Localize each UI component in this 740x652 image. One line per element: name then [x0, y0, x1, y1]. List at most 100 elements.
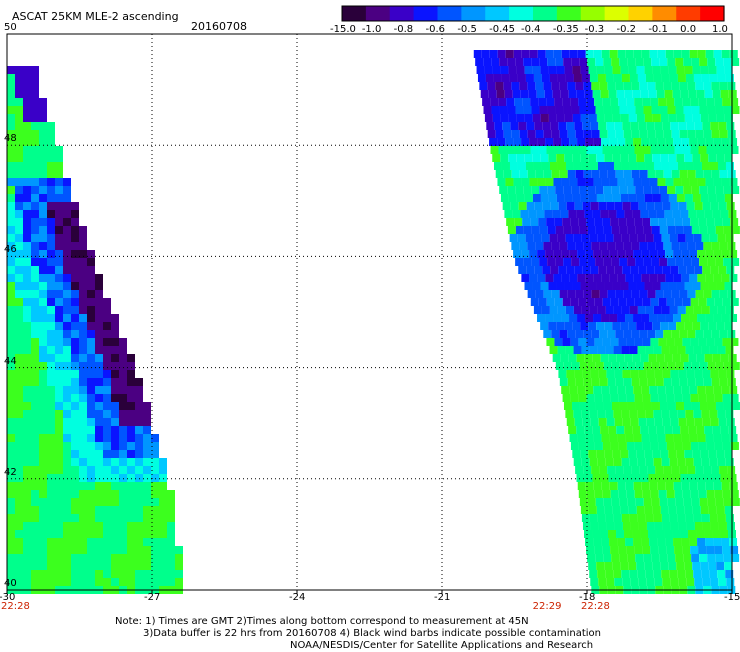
swath-cell — [63, 562, 71, 570]
swath-cell — [23, 154, 31, 162]
swath-cell — [660, 322, 668, 330]
swath-cell — [687, 242, 695, 250]
swath-cell — [119, 482, 127, 490]
swath-cell — [39, 266, 47, 274]
swath-cell — [679, 82, 687, 90]
swath-cell — [23, 178, 31, 186]
swath-cell — [23, 394, 31, 402]
swath-cell — [63, 570, 71, 578]
swath-cell — [15, 114, 23, 122]
swath-cell — [668, 450, 676, 458]
swath-cell — [87, 338, 95, 346]
swath-cell — [716, 450, 724, 458]
swath-cell — [586, 338, 594, 346]
swath-cell — [63, 530, 71, 538]
swath-cell — [15, 186, 23, 194]
swath-cell — [690, 218, 698, 226]
swath-cell — [692, 450, 700, 458]
swath-cell — [625, 538, 633, 546]
swath-cell — [587, 146, 595, 154]
swath-cell — [478, 74, 486, 82]
colorbar-swatch — [533, 6, 557, 21]
swath-cell — [95, 474, 103, 482]
swath-cell — [623, 418, 631, 426]
swath-cell — [592, 210, 600, 218]
swath-cell — [654, 370, 662, 378]
swath-cell — [23, 490, 31, 498]
lat-tick-label: 48 — [4, 133, 17, 144]
swath-cell — [602, 482, 610, 490]
swath-cell — [697, 386, 705, 394]
swath-cell — [714, 482, 722, 490]
swath-cell — [570, 218, 578, 226]
swath-cell — [558, 74, 566, 82]
swath-cell — [710, 514, 718, 522]
swath-cell — [39, 210, 47, 218]
swath-cell — [684, 498, 692, 506]
swath-cell — [668, 498, 676, 506]
swath-cell — [574, 370, 582, 378]
swath-cell — [47, 386, 55, 394]
swath-cell — [613, 410, 621, 418]
swath-cell — [645, 114, 653, 122]
swath-cell — [572, 450, 580, 458]
swath-cell — [647, 418, 655, 426]
swath-cell — [599, 418, 607, 426]
swath-cell — [627, 146, 635, 154]
swath-cell — [689, 354, 697, 362]
swath-cell — [695, 82, 703, 90]
swath-cell — [602, 546, 610, 554]
swath-cell — [688, 426, 696, 434]
swath-cell — [497, 90, 505, 98]
swath-cell — [665, 314, 673, 322]
swath-cell — [15, 378, 23, 386]
swath-cell — [39, 298, 47, 306]
swath-cell — [710, 306, 718, 314]
swath-cell — [87, 562, 95, 570]
swath-cell — [87, 314, 95, 322]
swath-cell — [508, 226, 516, 234]
swath-cell — [55, 562, 63, 570]
swath-cell — [613, 114, 621, 122]
swath-cell — [95, 482, 103, 490]
swath-cell — [523, 186, 531, 194]
swath-cell — [103, 410, 111, 418]
swath-cell — [694, 266, 702, 274]
swath-cell — [699, 258, 707, 266]
swath-cell — [87, 546, 95, 554]
swath-cell — [590, 122, 598, 130]
swath-cell — [119, 386, 127, 394]
swath-cell — [591, 522, 599, 530]
swath-cell — [666, 434, 674, 442]
swath-cell — [47, 186, 55, 194]
swath-cell — [119, 378, 127, 386]
swath-cell — [665, 178, 673, 186]
swath-cell — [39, 530, 47, 538]
swath-cell — [79, 226, 87, 234]
swath-cell — [689, 178, 697, 186]
swath-cell — [39, 554, 47, 562]
swath-cell — [47, 546, 55, 554]
swath-cell — [39, 386, 47, 394]
swath-cell — [678, 458, 686, 466]
swath-cell — [95, 458, 103, 466]
swath-cell — [555, 298, 563, 306]
swath-cell — [626, 546, 634, 554]
swath-cell — [622, 162, 630, 170]
swath-cell — [603, 146, 611, 154]
swath-cell — [604, 402, 612, 410]
swath-cell — [602, 434, 610, 442]
swath-cell — [633, 314, 641, 322]
swath-cell — [55, 490, 63, 498]
swath-cell — [716, 226, 724, 234]
swath-cell — [628, 322, 636, 330]
swath-cell — [697, 274, 705, 282]
swath-cell — [79, 410, 87, 418]
swath-cell — [127, 378, 135, 386]
swath-cell — [119, 394, 127, 402]
swath-cell — [707, 554, 715, 562]
swath-cell — [23, 530, 31, 538]
swath-cell — [87, 474, 95, 482]
swath-cell — [621, 66, 629, 74]
swath-cell — [55, 274, 63, 282]
